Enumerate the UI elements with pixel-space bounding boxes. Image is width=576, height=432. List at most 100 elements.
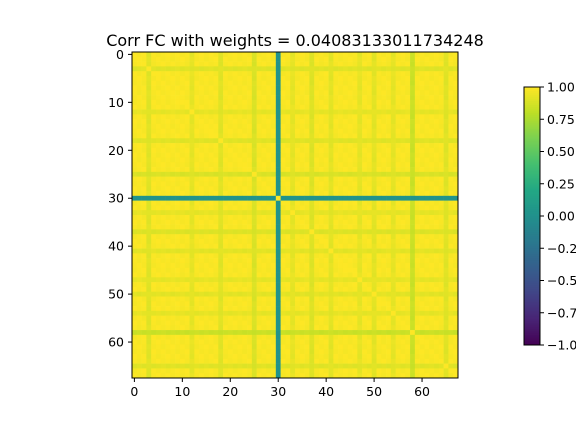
heatmap-cell [160, 52, 166, 58]
heatmap-cell [434, 243, 440, 249]
heatmap-cell [309, 339, 315, 345]
heatmap-cell [175, 234, 181, 240]
heatmap-cell [247, 109, 253, 115]
heatmap-cell [151, 95, 157, 101]
colorbar-segment [524, 270, 540, 273]
heatmap-cell [223, 344, 229, 350]
heatmap-cell [132, 133, 138, 139]
heatmap-cell [309, 248, 315, 254]
heatmap-cell [179, 277, 186, 283]
heatmap-cell [453, 291, 459, 297]
heatmap-cell [208, 267, 214, 273]
heatmap-cell [218, 191, 224, 197]
heatmap-cell [314, 234, 320, 240]
heatmap-cell [242, 147, 248, 153]
heatmap-cell [208, 301, 214, 307]
heatmap-cell [170, 200, 176, 206]
heatmap-cell [256, 200, 262, 206]
heatmap-cell [371, 310, 377, 316]
heatmap-cell [232, 248, 238, 254]
heatmap-cell [155, 200, 162, 206]
heatmap-cell [366, 248, 373, 254]
heatmap-cell [342, 95, 349, 101]
heatmap-cell [251, 195, 257, 201]
heatmap-cell [318, 277, 325, 283]
heatmap-cell [280, 205, 286, 211]
heatmap-cell [261, 215, 267, 221]
heatmap-cell [318, 358, 325, 364]
heatmap-cell [175, 143, 181, 149]
heatmap-cell [199, 210, 205, 216]
heatmap-cell [419, 157, 425, 163]
heatmap-cell [434, 277, 440, 283]
heatmap-cell [405, 85, 411, 91]
heatmap-cell [155, 186, 162, 192]
heatmap-cell [443, 200, 449, 206]
heatmap-cell [256, 138, 262, 144]
heatmap-cell [366, 219, 373, 225]
heatmap-cell [400, 109, 406, 115]
heatmap-cell [271, 109, 277, 115]
heatmap-cell [285, 262, 291, 269]
colorbar-tick-label: 0.50 [547, 144, 575, 159]
heatmap-cell [261, 296, 267, 302]
heatmap-cell [213, 138, 219, 144]
heatmap-cell [419, 301, 425, 307]
heatmap-cell [352, 75, 358, 82]
heatmap-cell [266, 219, 272, 225]
heatmap-cell [318, 306, 325, 312]
heatmap-cell [333, 349, 339, 355]
heatmap-cell [203, 90, 210, 96]
heatmap-cell [357, 291, 363, 297]
heatmap-cell [414, 186, 420, 192]
heatmap-cell [280, 61, 286, 67]
heatmap-cell [366, 75, 373, 82]
heatmap-cell [223, 114, 229, 120]
heatmap-cell [179, 286, 186, 293]
heatmap-cell [237, 253, 243, 259]
heatmap-cell [299, 157, 305, 163]
heatmap-cell [218, 181, 224, 187]
heatmap-cell [213, 320, 219, 326]
heatmap-cell [151, 306, 157, 312]
heatmap-cell [208, 109, 214, 115]
heatmap-cell [410, 147, 416, 153]
heatmap-cell [371, 61, 377, 67]
heatmap-cell [146, 224, 152, 230]
heatmap-cell [390, 176, 396, 182]
heatmap-cell [333, 310, 339, 316]
heatmap-cell [213, 99, 219, 106]
heatmap-cell [203, 71, 210, 77]
heatmap-cell [132, 90, 138, 96]
heatmap-cell [338, 195, 344, 201]
heatmap-cell [251, 296, 257, 302]
heatmap-cell [170, 234, 176, 240]
heatmap-cell [189, 296, 195, 302]
x-tick-label: 50 [366, 384, 382, 399]
heatmap-cell [141, 282, 147, 288]
heatmap-cell [266, 191, 272, 197]
heatmap-cell [261, 114, 267, 120]
heatmap-cell [429, 306, 435, 312]
heatmap-cell [405, 243, 411, 249]
heatmap-cell [266, 234, 272, 240]
heatmap-cell [189, 128, 195, 134]
heatmap-cell [213, 56, 219, 62]
heatmap-cell [160, 205, 166, 211]
heatmap-cell [213, 296, 219, 302]
heatmap-cell [266, 286, 272, 293]
heatmap-cell [453, 181, 459, 187]
heatmap-cell [271, 176, 277, 182]
heatmap-cell [371, 152, 377, 158]
colorbar-segment [524, 238, 540, 241]
heatmap-cell [366, 354, 373, 360]
heatmap-cell [381, 315, 387, 321]
heatmap-cell [160, 301, 166, 307]
heatmap-cell [400, 248, 406, 254]
heatmap-cell [352, 143, 358, 149]
heatmap-cell [309, 191, 315, 197]
heatmap-cell [448, 119, 454, 125]
heatmap-cell [285, 219, 291, 225]
heatmap-cell [419, 373, 425, 379]
heatmap-cell [443, 114, 449, 120]
